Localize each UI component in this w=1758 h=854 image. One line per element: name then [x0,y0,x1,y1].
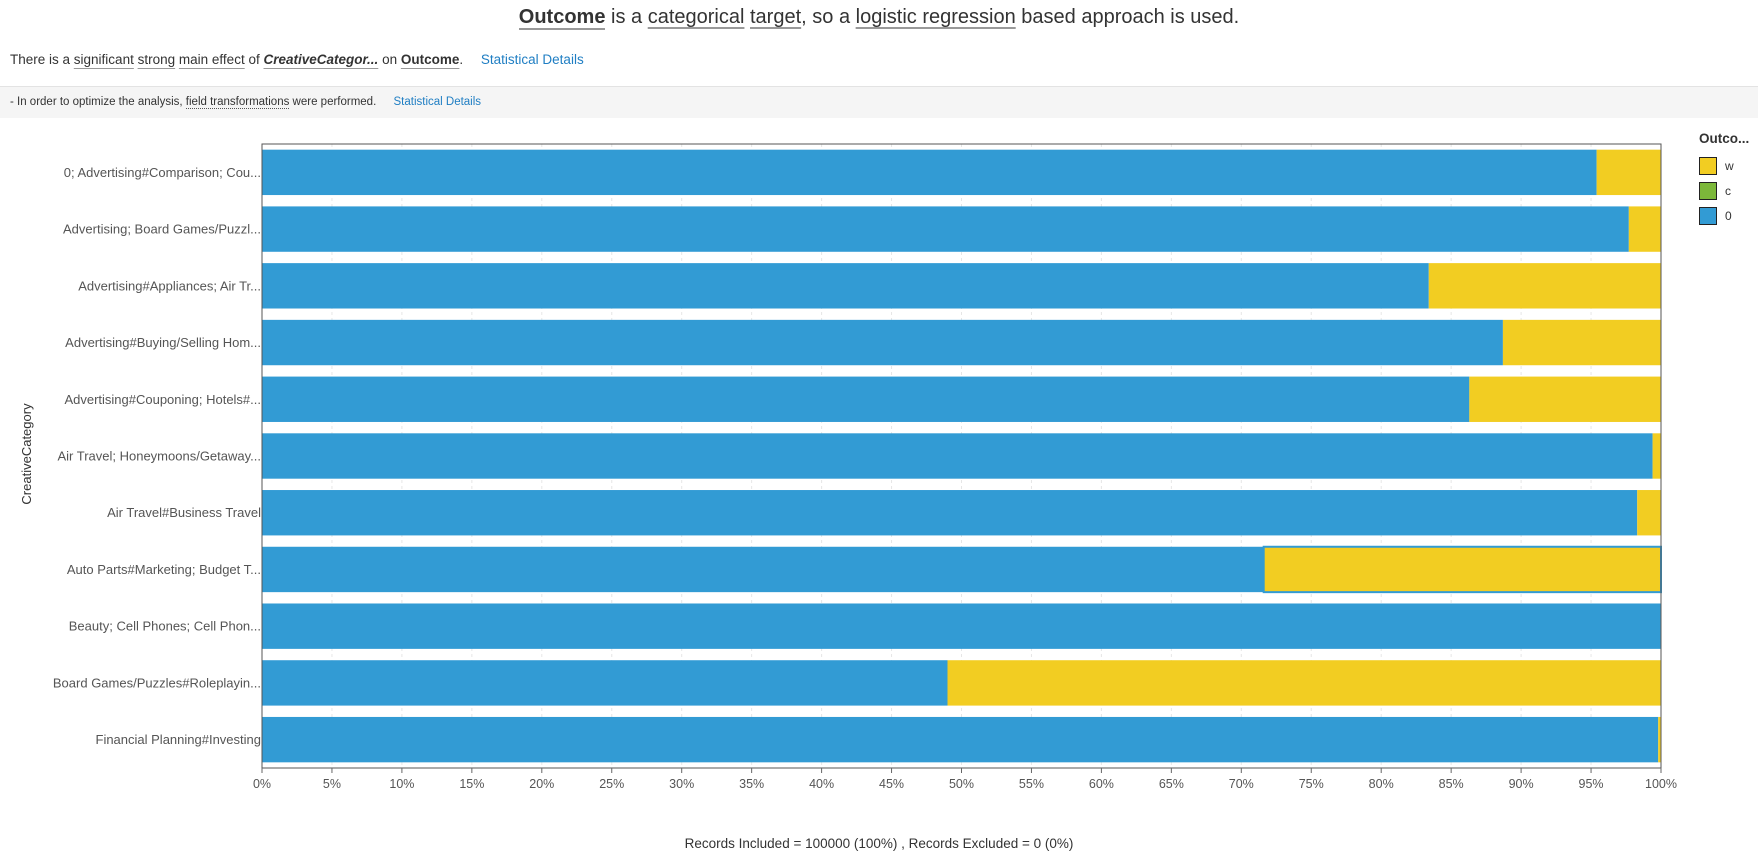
legend-label: 0 [1725,208,1732,223]
headline-text-1: is a [611,6,643,28]
bar-segment-0[interactable] [262,490,1638,536]
bar-segment-w[interactable] [1652,433,1661,479]
bar-segment-w[interactable] [1262,545,1662,594]
main-effect-term-link[interactable]: main effect [178,52,245,67]
category-label: Air Travel; Honeymoons/Getaway... [57,449,261,464]
significant-term-link[interactable]: significant [73,52,134,67]
x-tick-label: 55% [1019,777,1044,791]
bar-segment-w[interactable] [1637,490,1661,536]
notes-bar: - In order to optimize the analysis, fie… [0,86,1758,118]
legend-swatch [1699,156,1717,175]
legend-item[interactable]: 0 [1699,203,1749,228]
bar-segment-0[interactable] [262,660,948,706]
summary-text-4: . [459,52,464,67]
bar-segment-0[interactable] [262,206,1629,252]
legend-item[interactable]: c [1699,178,1749,203]
legend-item[interactable]: w [1699,153,1749,178]
notes-statistical-details-link[interactable]: Statistical Details [393,96,482,108]
legend-label: w [1725,158,1734,173]
bar-segment-w[interactable] [1628,206,1661,252]
category-label: 0; Advertising#Comparison; Cou... [64,165,261,180]
category-label: Advertising; Board Games/Puzzl... [63,222,261,237]
logistic-regression-link[interactable]: logistic regression [855,6,1016,28]
bar-segment-0[interactable] [262,376,1470,422]
x-tick-label: 75% [1299,777,1324,791]
category-label: Beauty; Cell Phones; Cell Phon... [69,619,261,634]
bar-segment-w[interactable] [1428,263,1661,309]
headline-text-3: based approach is used. [1021,6,1240,28]
x-tick-label: 80% [1369,777,1394,791]
target-field-link[interactable]: Outcome [518,6,606,30]
category-label: Air Travel#Business Travel [107,505,261,520]
summary-line: There is a significant strong main effec… [10,52,584,67]
summary-text-3: on [382,52,398,67]
headline: Outcome is a categorical target, so a lo… [0,6,1758,30]
statistical-details-link[interactable]: Statistical Details [480,52,584,67]
summary-text-1: There is a [10,52,71,67]
x-tick-label: 50% [949,777,974,791]
x-tick-label: 5% [323,777,341,791]
bar-segment-w[interactable] [1469,376,1661,422]
legend-title: Outco... [1699,131,1750,146]
bar-segment-0[interactable] [262,149,1597,196]
bar-segment-0[interactable] [262,433,1653,479]
legend-swatch [1699,206,1717,225]
legend-label: c [1725,183,1731,198]
x-tick-label: 30% [669,777,694,791]
categorical-term-link[interactable]: categorical [647,6,745,28]
summary-target-link[interactable]: Outcome [400,52,460,67]
headline-text-2: , so a [801,6,851,28]
input-field-link[interactable]: CreativeCategor... [263,52,379,67]
category-label: Board Games/Puzzles#Roleplayin... [53,675,261,690]
notes-text-2: were performed. [292,96,377,108]
x-tick-label: 20% [529,777,554,791]
bar-segment-0[interactable] [262,263,1429,309]
bar-segment-w[interactable] [947,660,1661,706]
bar-segment-w[interactable] [1658,716,1661,763]
summary-text-2: of [248,52,260,67]
category-label: Advertising#Buying/Selling Hom... [65,335,261,350]
x-tick-label: 85% [1439,777,1464,791]
x-tick-label: 0% [253,777,271,791]
bar-segment-w[interactable] [1502,319,1661,366]
x-tick-label: 100% [1645,777,1677,791]
x-tick-label: 45% [879,777,904,791]
x-tick-label: 65% [1159,777,1184,791]
records-summary: Records Included = 100000 (100%) , Recor… [684,836,1074,851]
x-tick-label: 15% [459,777,484,791]
x-tick-label: 25% [599,777,624,791]
x-tick-label: 95% [1579,777,1604,791]
x-tick-label: 70% [1229,777,1254,791]
stacked-bar-chart: 0; Advertising#Comparison; Cou... Adverti… [19,143,1677,791]
bar-segment-0[interactable] [262,319,1503,366]
category-label: Advertising#Appliances; Air Tr... [78,278,261,293]
bar-segment-0[interactable] [262,603,1661,649]
x-tick-label: 10% [389,777,414,791]
notes-text-1: - In order to optimize the analysis, [10,96,183,108]
legend-swatch [1699,181,1717,200]
x-tick-label: 35% [739,777,764,791]
x-tick-label: 90% [1509,777,1534,791]
bar-segment-0[interactable] [262,716,1659,763]
category-label: Financial Planning#Investing [96,732,262,747]
y-axis-title: CreativeCategory [19,403,34,505]
target-term-link[interactable]: target [750,6,802,28]
strong-term-link[interactable]: strong [137,52,176,67]
x-tick-label: 60% [1089,777,1114,791]
bar-segment-w[interactable] [1596,149,1661,196]
category-label: Advertising#Couponing; Hotels#... [64,392,261,407]
field-transformations-link[interactable]: field transformations [185,96,290,109]
x-tick-label: 40% [809,777,834,791]
bar-segment-0[interactable] [262,546,1264,593]
category-label: Auto Parts#Marketing; Budget T... [67,562,261,577]
